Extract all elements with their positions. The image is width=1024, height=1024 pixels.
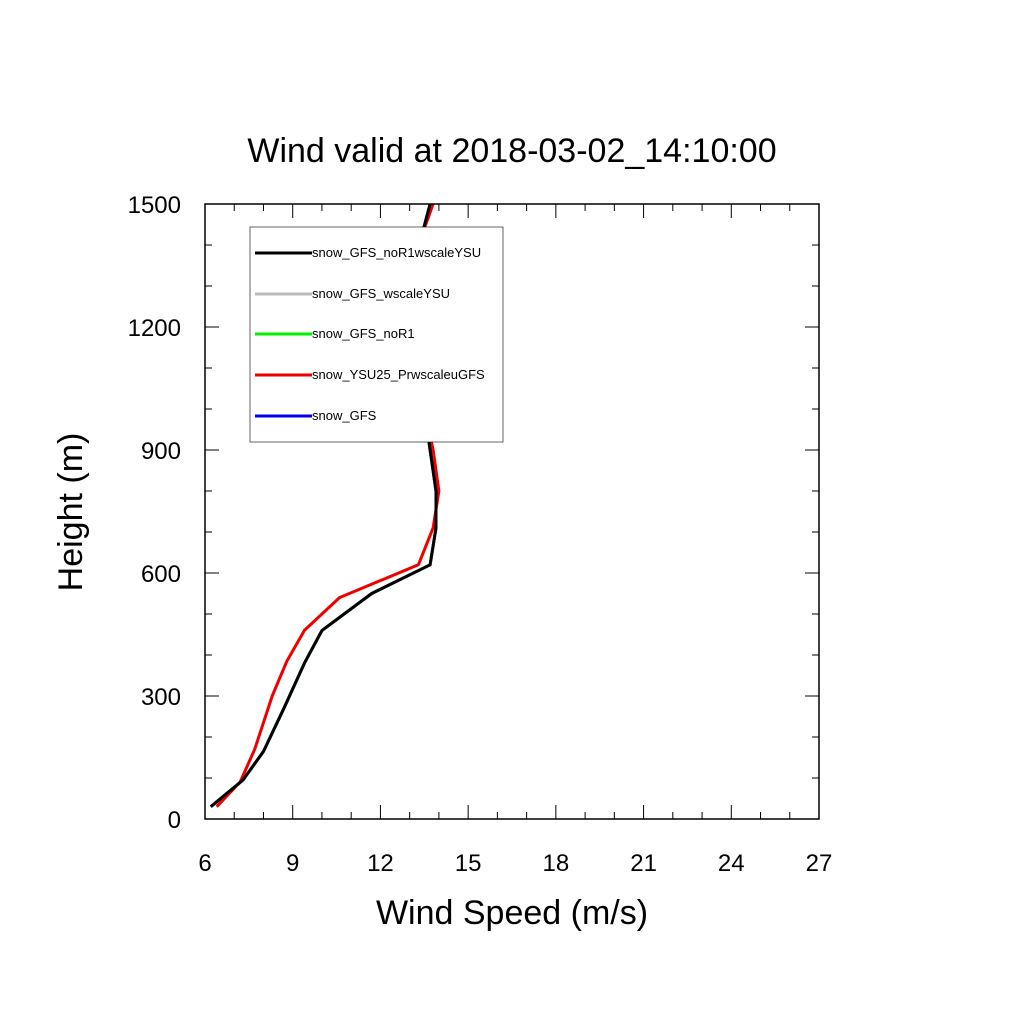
y-tick-label: 1500 bbox=[128, 192, 181, 219]
legend-label: snow_GFS_wscaleYSU bbox=[312, 286, 450, 301]
legend-label: snow_GFS_noR1 bbox=[312, 326, 415, 341]
x-tick-label: 24 bbox=[718, 850, 745, 877]
legend-label: snow_GFS_noR1wscaleYSU bbox=[312, 245, 481, 260]
y-axis-label: Height (m) bbox=[52, 433, 90, 592]
legend: snow_GFS_noR1wscaleYSU snow_GFS_wscaleYSU… bbox=[249, 226, 504, 443]
y-tick-label: 0 bbox=[168, 807, 181, 834]
plot-frame bbox=[204, 203, 820, 820]
x-tick-label: 6 bbox=[198, 850, 211, 877]
x-tick-label: 18 bbox=[543, 850, 570, 877]
x-tick-label: 15 bbox=[455, 850, 482, 877]
y-tick-label: 600 bbox=[141, 561, 181, 588]
legend-label: snow_GFS bbox=[312, 408, 377, 423]
y-tick-label: 900 bbox=[141, 438, 181, 465]
x-axis-label: Wind Speed (m/s) bbox=[376, 894, 648, 932]
axis-tick-labels: 6 9 12 15 18 21 24 27 0 300 600 900 1200 1500 bbox=[128, 192, 833, 877]
y-tick-label: 1200 bbox=[128, 315, 181, 342]
x-tick-label: 12 bbox=[367, 850, 394, 877]
legend-label: snow_YSU25_PrwscaleuGFS bbox=[312, 367, 485, 382]
chart-title: Wind valid at 2018-03-02_14:10:00 bbox=[247, 132, 776, 170]
x-tick-label: 9 bbox=[286, 850, 299, 877]
x-tick-label: 27 bbox=[806, 850, 833, 877]
x-tick-label: 21 bbox=[630, 850, 657, 877]
y-tick-label: 300 bbox=[141, 684, 181, 711]
